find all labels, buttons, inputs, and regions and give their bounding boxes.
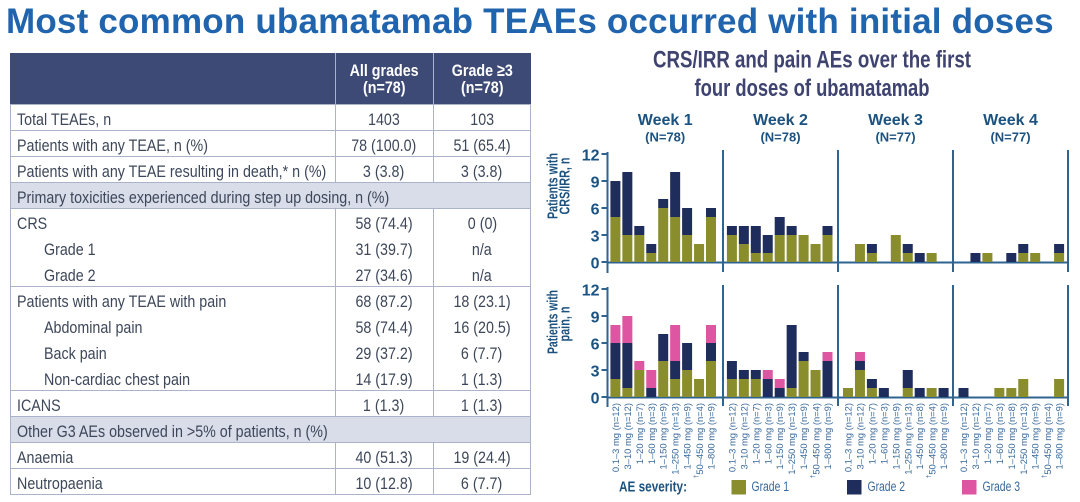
svg-text:Week 4: Week 4 [983,112,1038,129]
svg-text:AE severity:: AE severity: [619,480,687,496]
svg-text:pain, n: pain, n [558,306,574,341]
svg-text:(N=78): (N=78) [760,130,800,145]
svg-text:0.1–3 mg (n=12): 0.1–3 mg (n=12) [843,403,854,472]
svg-text:Grade 3: Grade 3 [983,479,1021,495]
svg-text:1–20 mg (n=7): 1–20 mg (n=7) [634,403,645,464]
svg-text:1–150 mg (n=9): 1–150 mg (n=9) [774,403,785,469]
svg-text:†50–450 mg (n=4): †50–450 mg (n=4) [926,403,937,478]
svg-text:1–450 mg (n=8): 1–450 mg (n=8) [914,403,925,469]
svg-text:CRS/IRR, n: CRS/IRR, n [558,157,574,214]
svg-text:four doses of ubamatamab: four doses of ubamatamab [695,75,930,102]
svg-text:1–20 mg (n=7): 1–20 mg (n=7) [866,403,877,464]
svg-text:(N=77): (N=77) [875,130,915,145]
svg-text:1–60 mg (n=3): 1–60 mg (n=3) [994,403,1005,464]
svg-text:Patients with: Patients with [546,153,562,219]
svg-text:†50–450 mg (n=4): †50–450 mg (n=4) [810,403,821,478]
svg-text:0.1–3 mg (n=12): 0.1–3 mg (n=12) [958,403,969,472]
svg-text:Grade 2: Grade 2 [868,479,906,495]
svg-text:3: 3 [591,363,600,380]
svg-text:1–20 mg (n=7): 1–20 mg (n=7) [982,403,993,464]
svg-text:1–250 mg (n=13): 1–250 mg (n=13) [902,403,913,475]
svg-text:0: 0 [591,390,600,407]
svg-text:3: 3 [591,228,600,245]
svg-text:0: 0 [591,255,600,272]
svg-text:1–150 mg (n=9): 1–150 mg (n=9) [890,403,901,469]
svg-text:Week 1: Week 1 [638,112,693,129]
svg-text:6: 6 [591,201,600,218]
svg-text:12: 12 [582,282,600,299]
svg-text:1–450 mg (n=9): 1–450 mg (n=9) [798,403,809,469]
svg-text:1–150 mg (n=9): 1–150 mg (n=9) [658,403,669,469]
svg-text:†50–450 mg (n=4): †50–450 mg (n=4) [693,403,704,478]
svg-text:0.1–3 mg (n=12): 0.1–3 mg (n=12) [610,403,621,472]
svg-text:12: 12 [582,147,600,164]
svg-text:6: 6 [591,336,600,353]
svg-text:1–250 mg (n=13): 1–250 mg (n=13) [670,403,681,475]
svg-text:(N=77): (N=77) [990,130,1030,145]
svg-text:1–800 mg (n=9): 1–800 mg (n=9) [938,403,949,469]
svg-text:CRS/IRR and pain AEs over the: CRS/IRR and pain AEs over the first [653,47,971,74]
svg-text:Week 3: Week 3 [868,112,923,129]
svg-text:1–800 mg (n=9): 1–800 mg (n=9) [706,403,717,469]
svg-text:1–60 mg (n=3): 1–60 mg (n=3) [878,403,889,464]
svg-text:1–250 mg (n=13): 1–250 mg (n=13) [786,403,797,475]
svg-text:9: 9 [591,174,600,191]
svg-text:1–450 mg (n=9): 1–450 mg (n=9) [1030,403,1041,469]
svg-text:†50–450 mg (n=4): †50–450 mg (n=4) [1042,403,1053,478]
svg-text:1–150 mg (n=8): 1–150 mg (n=8) [1006,403,1017,469]
svg-text:0.1–3 mg (n=12): 0.1–3 mg (n=12) [726,403,737,472]
svg-text:1–450 mg (n=9): 1–450 mg (n=9) [682,403,693,469]
svg-text:Grade 1: Grade 1 [752,479,790,495]
svg-text:1–60 mg (n=3): 1–60 mg (n=3) [762,403,773,464]
svg-text:(N=78): (N=78) [645,130,685,145]
svg-text:1–20 mg (n=7): 1–20 mg (n=7) [750,403,761,464]
svg-text:Week 2: Week 2 [753,112,808,129]
svg-text:1–250 mg (n=13): 1–250 mg (n=13) [1018,403,1029,475]
svg-text:3–10 mg (n=12): 3–10 mg (n=12) [854,403,865,469]
svg-text:1–800 mg (n=9): 1–800 mg (n=9) [822,403,833,469]
svg-text:3–10 mg (n=12): 3–10 mg (n=12) [970,403,981,469]
svg-text:1–800 mg (n=9): 1–800 mg (n=9) [1054,403,1065,469]
svg-text:9: 9 [591,309,600,326]
svg-text:1–60 mg (n=3): 1–60 mg (n=3) [646,403,657,464]
svg-text:3–10 mg (n=12): 3–10 mg (n=12) [738,403,749,469]
svg-text:3–10 mg (n=12): 3–10 mg (n=12) [622,403,633,469]
svg-text:Patients with: Patients with [546,290,562,354]
